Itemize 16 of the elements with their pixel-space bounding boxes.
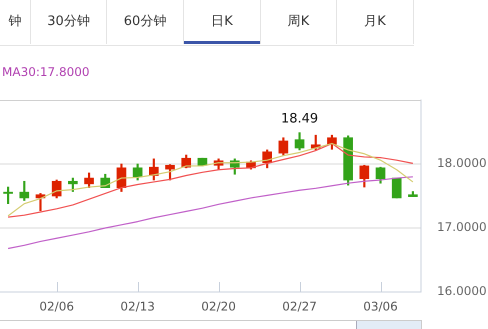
y-tick-label: 17.0000 bbox=[437, 220, 487, 234]
text: 30分钟 bbox=[31, 0, 107, 44]
y-tick-label: 18.0000 bbox=[437, 156, 487, 170]
annotation: 18.49 bbox=[280, 112, 318, 127]
text: 周K bbox=[261, 0, 337, 44]
text: 月K bbox=[337, 0, 414, 44]
y-tick-label: 16.0000 bbox=[437, 284, 487, 298]
x-tick-label: 03/06 bbox=[363, 299, 398, 314]
text: 钟 bbox=[0, 0, 31, 44]
text: 日K bbox=[184, 0, 261, 44]
text: MA30:17.8000 bbox=[2, 65, 90, 79]
x-tick-label: 02/27 bbox=[282, 299, 317, 314]
x-tick-label: 02/20 bbox=[201, 299, 236, 314]
x-tick-label: 02/13 bbox=[120, 299, 155, 314]
x-tick-label: 02/06 bbox=[39, 299, 74, 314]
text: 60分钟 bbox=[107, 0, 184, 44]
